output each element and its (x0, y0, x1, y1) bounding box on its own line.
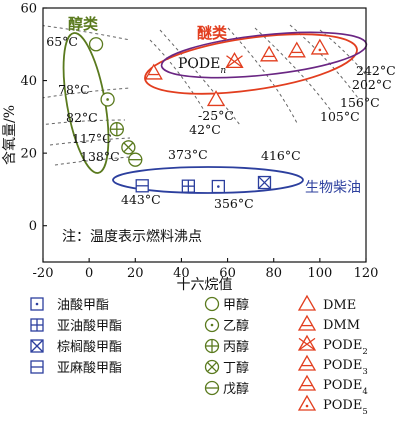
legend-label: 棕榈酸甲酯 (57, 340, 122, 355)
legend-label: PODE3 (323, 358, 368, 377)
legend-marker-square-dot (30, 297, 44, 311)
legend-marker-circle (204, 296, 220, 312)
biodiesel-ellipse (112, 166, 304, 194)
x-tick-label: 40 (173, 266, 190, 281)
legend-marker-circle-line (204, 380, 220, 396)
data-markers (88, 37, 329, 194)
x-tick-label: 80 (265, 266, 282, 281)
point--circle-dot (100, 92, 115, 107)
legend-marker-circle-dot (204, 317, 220, 333)
legend-label: 甲醇 (223, 297, 249, 313)
bp-label-: 138°C (80, 149, 120, 164)
legend-marker-circle-plus (204, 338, 220, 354)
legend-label: 丙醇 (223, 339, 249, 355)
legend-label: PODE5 (323, 398, 368, 417)
bp-label-pode4: 202°C (352, 77, 392, 92)
point-pode5-triangle-dot (310, 38, 329, 55)
legend-label: DME (323, 298, 356, 313)
legend-label: 戊醇 (223, 381, 249, 397)
legend-label: 乙醇 (223, 318, 249, 334)
bp-label-: 416°C (261, 148, 301, 163)
y-tick-label: 0 (29, 219, 37, 234)
y-tick-label: 40 (20, 74, 37, 89)
boiling-point-dash-3 (49, 137, 131, 146)
plot-frame (42, 7, 367, 263)
legend-marker-square-plus (30, 318, 44, 332)
legend-label: DMM (323, 318, 360, 333)
point--circle-x (121, 140, 136, 155)
point-pode4-triangle-line (287, 41, 306, 58)
bp-label-: 356°C (214, 196, 254, 211)
y-axis-title: 含氧量/% (2, 105, 18, 165)
bp-label-: 373°C (168, 147, 208, 162)
y-tick-label: 60 (20, 2, 37, 17)
bp-label-pode5: 242°C (356, 63, 396, 78)
point--square-line (135, 179, 149, 193)
group-labels: 醇类醚类生物柴油 PODEn (68, 15, 361, 196)
x-tick-label: 20 (127, 266, 144, 281)
bp-label-: 443°C (121, 192, 161, 207)
legend-marker-square-line (30, 360, 44, 374)
point-dmm-triangle-line (144, 63, 163, 80)
point--square-plus (181, 179, 196, 193)
boiling-point-dash-4 (54, 156, 131, 166)
point--square-dot (211, 179, 225, 194)
x-tick-label: -20 (33, 266, 54, 281)
legend-marker-triangle-line (297, 314, 317, 331)
bp-label-pode3: 156°C (340, 95, 380, 110)
point--circle-plus (109, 122, 124, 137)
legend-marker-triangle (297, 294, 317, 311)
point-dme-triangle (206, 90, 226, 107)
point--circle-line (128, 152, 143, 167)
point--square-x (257, 175, 272, 190)
bp-label-: 78°C (58, 82, 90, 97)
group-label-pode: PODEn (178, 56, 226, 76)
bp-label-pode2: 105°C (320, 109, 360, 124)
x-tick-label: 120 (354, 266, 379, 281)
point--circle (88, 37, 104, 52)
boiling-point-dash-5 (149, 39, 206, 113)
boiling-point-dash-8 (254, 27, 333, 113)
bp-label-: 65°C (46, 34, 78, 49)
note-text: 注：温度表示燃料沸点 (62, 228, 202, 245)
legend-label: 亚麻酸甲酯 (57, 361, 122, 376)
legend-marker-triangle-line (297, 374, 317, 391)
legend-marker-square-x (30, 339, 44, 353)
bp-label-: 117°C (72, 131, 112, 146)
legend-marker-triangle-x (297, 334, 317, 351)
x-tick-label: 100 (307, 266, 332, 281)
x-tick-label: 0 (85, 266, 93, 281)
legend-label: PODE4 (323, 378, 368, 397)
point-pode2-triangle-x (225, 52, 244, 68)
legend-marker-circle-x (204, 359, 220, 375)
bp-label-dme: -25°C (198, 108, 234, 123)
legend-marker-triangle-line (297, 354, 317, 371)
bp-label-dmm: 42°C (189, 122, 221, 137)
x-tick-label: 60 (219, 266, 236, 281)
legend-label: PODE2 (323, 338, 368, 357)
bp-label-: 82°C (66, 110, 98, 125)
group-label-alcohol: 醇类 (68, 15, 99, 33)
y-tick-label: 20 (20, 147, 37, 162)
boiling-point-dash-2 (43, 119, 126, 126)
group-label-ether: 醚类 (197, 24, 228, 42)
legend-label: 油酸甲酯 (57, 298, 109, 313)
group-label-biodiesel: 生物柴油 (305, 180, 361, 196)
point-pode3-triangle-line (259, 45, 279, 62)
legend-marker-triangle-dot (297, 394, 317, 411)
boiling-point-dash-6 (159, 29, 241, 126)
x-axis-title: 十六烷值 (177, 277, 233, 293)
legend-label: 亚油酸甲酯 (57, 319, 122, 334)
boiling-point-dash-0 (43, 25, 131, 41)
legend-label: 丁醇 (223, 360, 249, 376)
boiling-point-dash-1 (43, 87, 131, 99)
